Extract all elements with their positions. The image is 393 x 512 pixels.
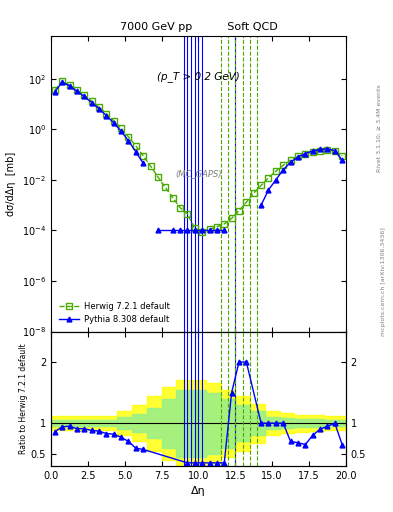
Text: Rivet 3.1.10; ≥ 3.4M events: Rivet 3.1.10; ≥ 3.4M events [377,84,382,172]
Text: mcplots.cern.ch [arXiv:1306.3436]: mcplots.cern.ch [arXiv:1306.3436] [381,227,386,336]
Text: (MC_GAPS): (MC_GAPS) [175,169,222,178]
Y-axis label: Ratio to Herwig 7.2.1 default: Ratio to Herwig 7.2.1 default [19,344,28,454]
Legend: Herwig 7.2.1 default, Pythia 8.308 default: Herwig 7.2.1 default, Pythia 8.308 defau… [55,298,173,327]
X-axis label: Δη: Δη [191,486,206,496]
Text: (p_T > 0.2 GeV): (p_T > 0.2 GeV) [157,71,240,82]
Title: 7000 GeV pp          Soft QCD: 7000 GeV pp Soft QCD [119,23,277,32]
Y-axis label: dσ/dΔη  [mb]: dσ/dΔη [mb] [6,152,17,216]
